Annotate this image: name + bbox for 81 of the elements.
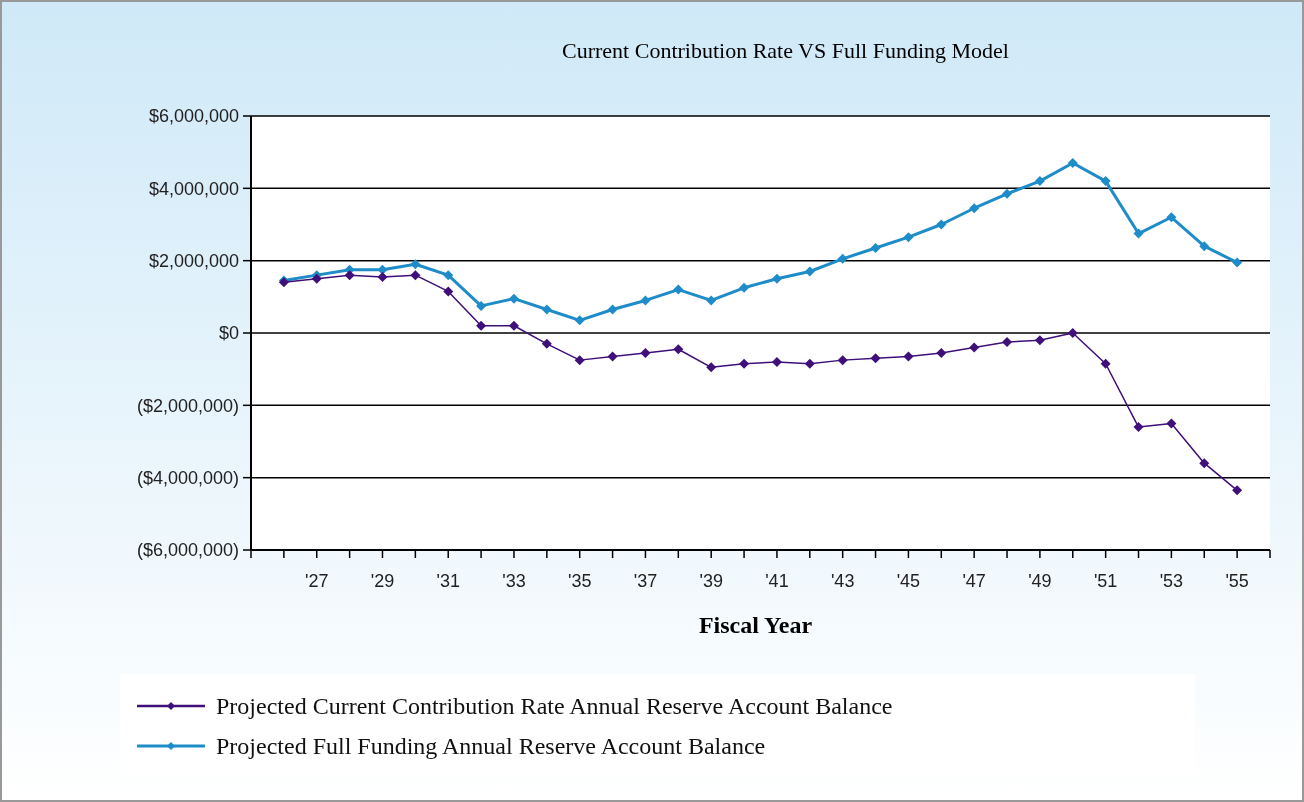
point <box>1067 158 1078 169</box>
point <box>1232 257 1243 268</box>
point <box>640 295 651 306</box>
point <box>443 286 454 297</box>
point <box>640 347 651 358</box>
point <box>706 362 717 373</box>
point <box>476 320 487 331</box>
point <box>607 351 618 362</box>
point <box>476 300 487 311</box>
y-tick-label: $6,000,000 <box>148 106 239 127</box>
point <box>410 259 421 270</box>
point <box>673 344 684 355</box>
point <box>1232 485 1243 496</box>
x-tick-label: '47 <box>962 571 986 591</box>
point <box>969 203 980 214</box>
x-tick-label: '27 <box>305 571 329 591</box>
point <box>1100 358 1111 369</box>
point <box>1199 241 1210 252</box>
point <box>1199 458 1210 469</box>
point <box>1133 228 1144 239</box>
point <box>969 342 980 353</box>
point <box>574 315 585 326</box>
y-tick-label: $0 <box>218 323 239 344</box>
point <box>443 270 454 281</box>
point <box>574 355 585 366</box>
point <box>739 358 750 369</box>
point <box>1133 422 1144 433</box>
x-tick-label: '49 <box>1028 571 1052 591</box>
point <box>837 355 848 366</box>
x-tick-label: '35 <box>567 571 592 591</box>
point <box>508 293 519 304</box>
x-tick-label: '55 <box>1225 571 1249 591</box>
x-tick-label: '45 <box>896 571 921 591</box>
point <box>771 356 782 367</box>
point <box>1166 418 1177 429</box>
chart-title: Current Contribution Rate VS Full Funding Model <box>562 38 1009 63</box>
legend-label: Projected Current Contribution Rate Annual Reserve Account Balance <box>216 693 893 720</box>
point <box>673 284 684 295</box>
point <box>936 347 947 358</box>
point <box>607 304 618 315</box>
y-tick-label: ($6,000,000) <box>136 540 239 561</box>
point <box>1100 176 1111 187</box>
point <box>1034 176 1045 187</box>
x-axis-title: Fiscal Year <box>698 612 813 638</box>
x-tick-label: '33 <box>502 571 526 591</box>
point <box>837 253 848 264</box>
point <box>1002 188 1013 199</box>
point <box>804 358 815 369</box>
point <box>870 353 881 364</box>
point <box>377 271 388 282</box>
point <box>1002 337 1013 348</box>
x-tick-label: '41 <box>765 571 789 591</box>
point <box>508 320 519 331</box>
x-tick-label: '43 <box>830 571 855 591</box>
point <box>706 295 717 306</box>
point <box>1034 335 1045 346</box>
y-tick-label: ($4,000,000) <box>136 467 239 488</box>
point <box>344 270 355 281</box>
point <box>541 304 552 315</box>
point <box>739 282 750 293</box>
point <box>541 338 552 349</box>
point <box>903 232 914 243</box>
point <box>1166 212 1177 223</box>
point <box>377 264 388 275</box>
point <box>1067 328 1078 338</box>
point <box>903 351 914 362</box>
point <box>804 266 815 277</box>
x-tick-label: '37 <box>633 571 658 591</box>
x-tick-label: '31 <box>436 571 460 591</box>
point <box>936 219 947 230</box>
point <box>771 273 782 284</box>
y-tick-label: $4,000,000 <box>148 178 239 199</box>
legend-label: Projected Full Funding Annual Reserve Account Balance <box>216 733 766 760</box>
x-tick-label: '51 <box>1093 571 1118 591</box>
x-tick-label: '53 <box>1159 571 1184 591</box>
x-tick-label: '39 <box>699 571 723 591</box>
y-tick-label: ($2,000,000) <box>136 395 239 416</box>
point <box>410 270 421 281</box>
y-tick-label: $2,000,000 <box>148 250 239 271</box>
x-tick-label: '29 <box>370 571 395 591</box>
point <box>870 243 881 254</box>
